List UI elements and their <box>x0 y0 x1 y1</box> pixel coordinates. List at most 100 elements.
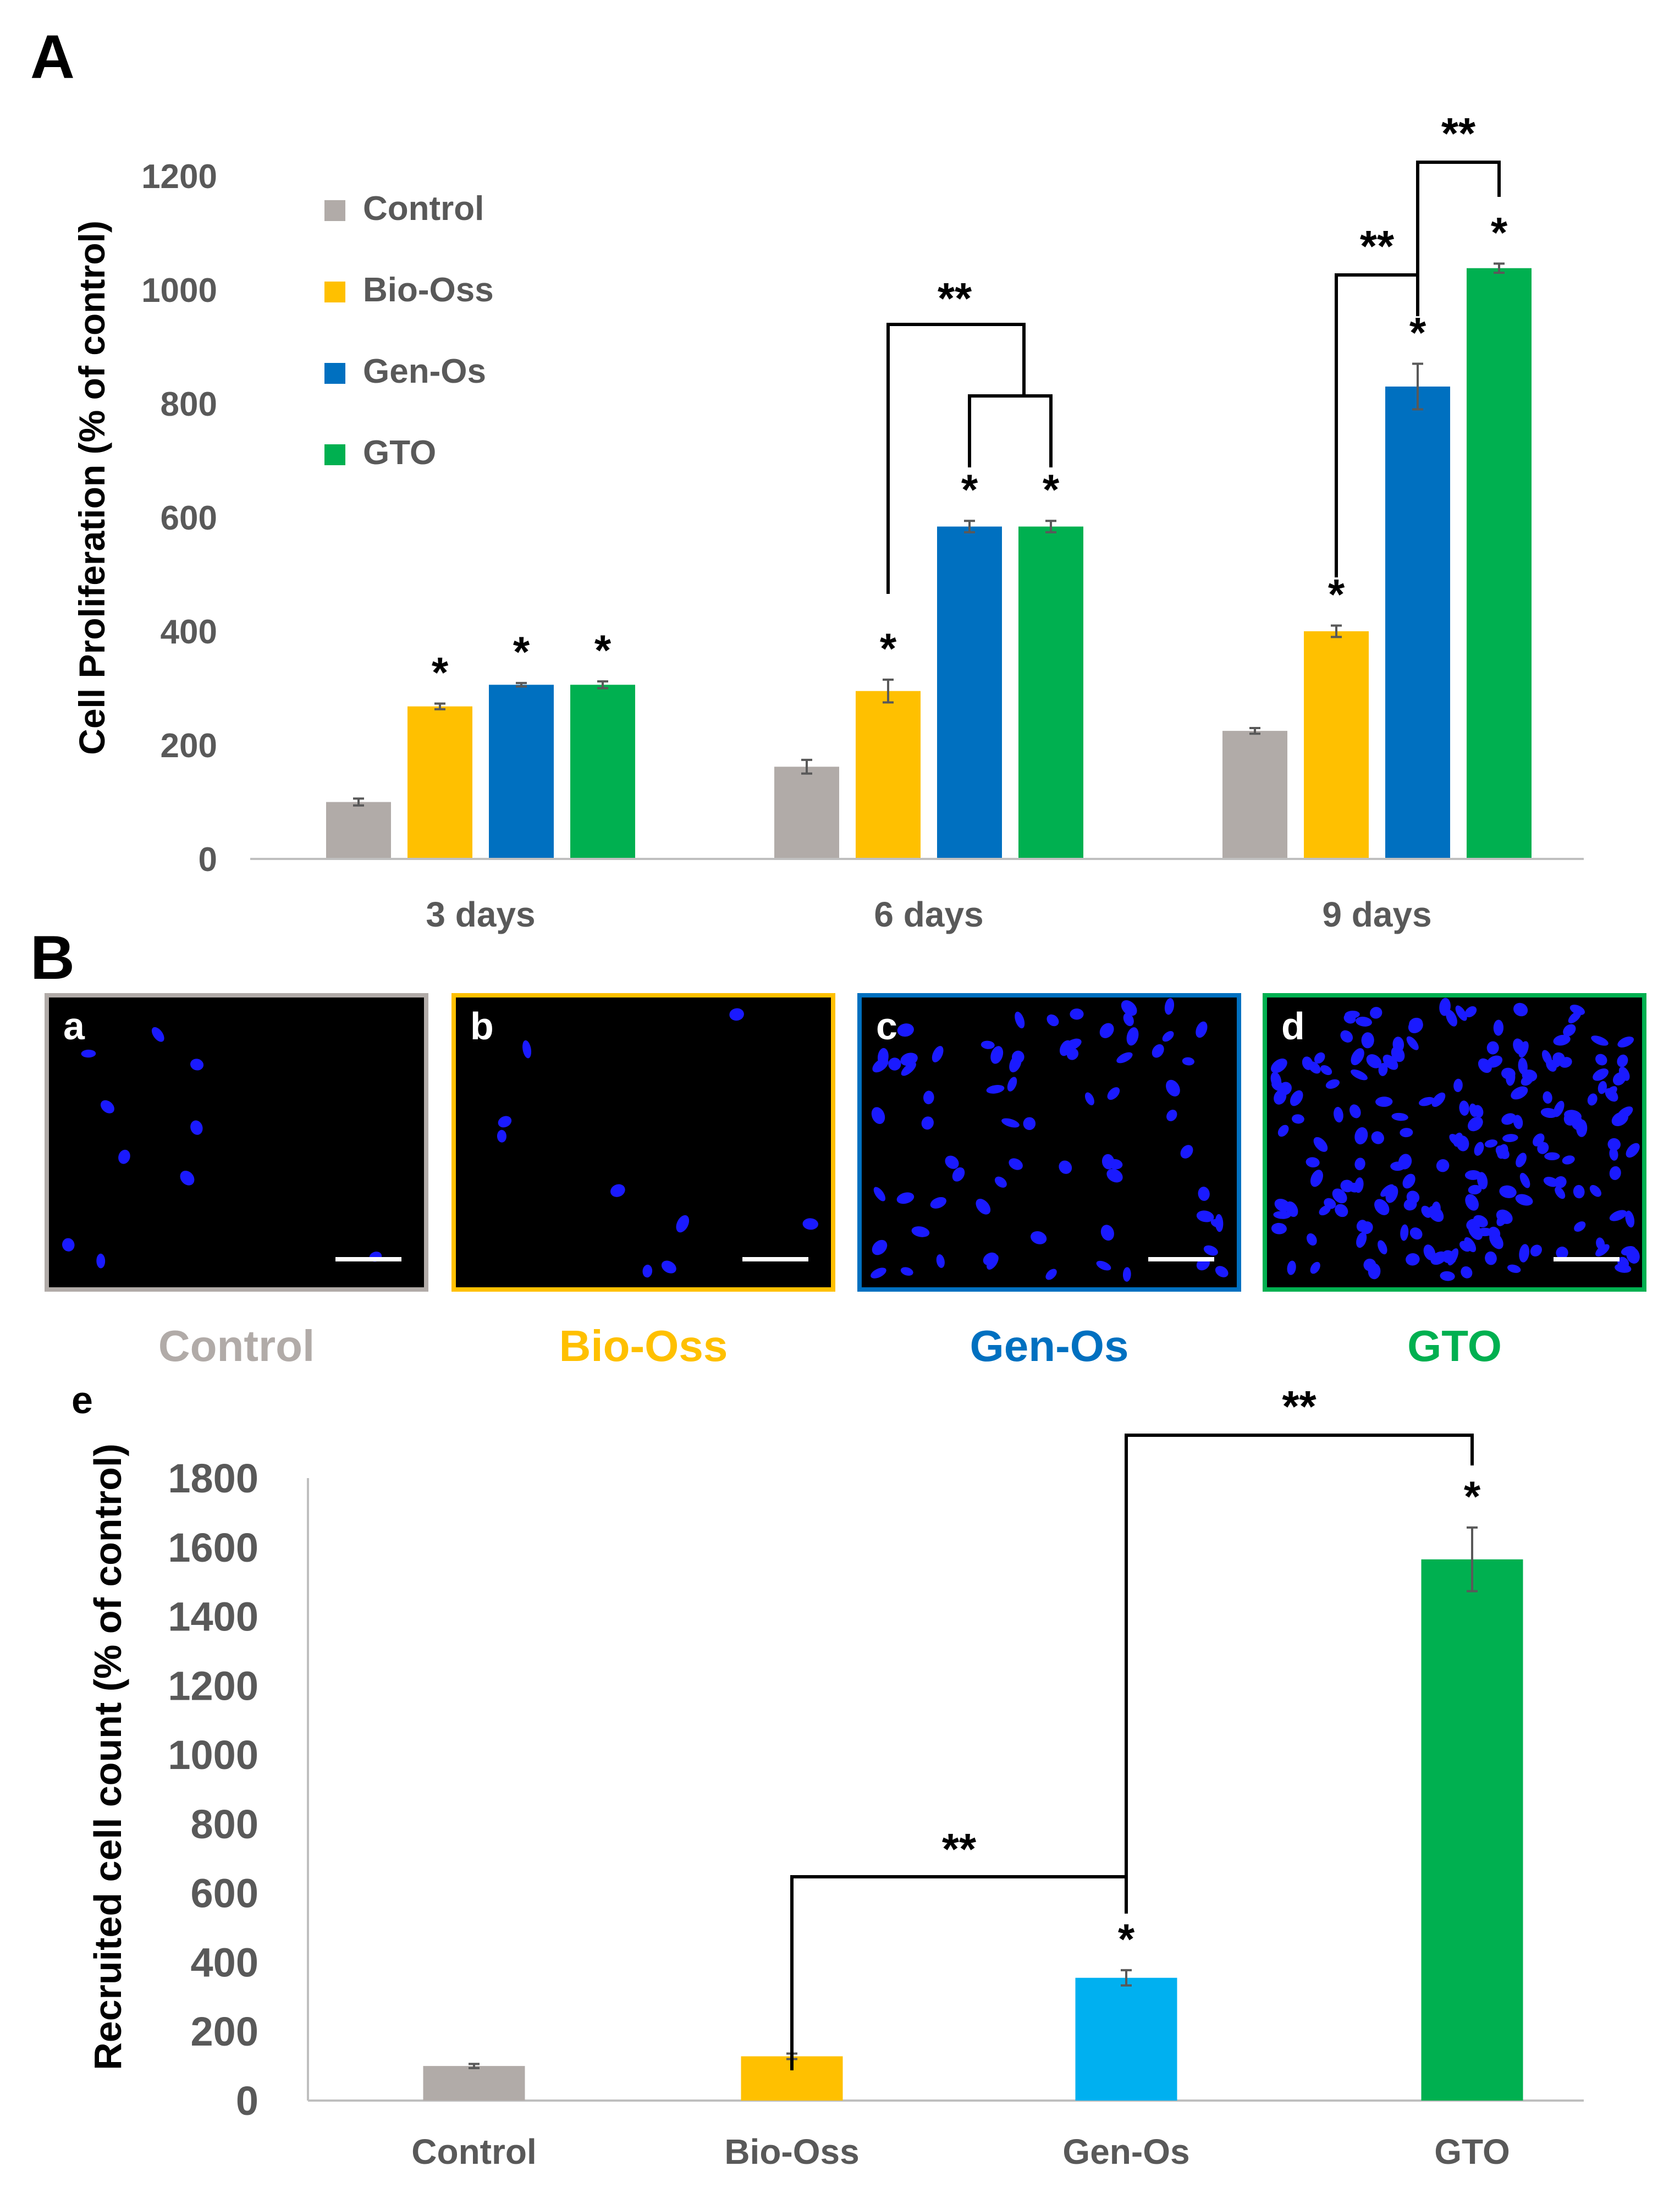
cell-nucleus <box>1618 1066 1630 1081</box>
cell-nucleus <box>1084 1092 1094 1106</box>
recruitment-y-tick: 0 <box>236 2078 258 2124</box>
legend-swatch-gen-os <box>324 363 345 384</box>
x-tick-gto: GTO <box>1434 2132 1510 2172</box>
bar-gen-os-3-days <box>489 685 554 859</box>
cell-nucleus <box>1455 1005 1467 1021</box>
cell-nucleus <box>1464 1006 1477 1018</box>
micrograph-letter-a: a <box>63 1005 85 1048</box>
proliferation-y-tick: 1200 <box>141 158 217 196</box>
cell-nucleus <box>610 1184 625 1197</box>
cell-nucleus <box>1617 1037 1634 1048</box>
bracket-6d-biooss-pair <box>886 323 1026 594</box>
nuclei-c <box>871 997 1229 1282</box>
cell-nucleus <box>1031 1231 1047 1244</box>
panel-label-b: B <box>30 923 75 992</box>
cell-nucleus <box>1310 1261 1320 1274</box>
cell-nucleus <box>986 1085 1005 1094</box>
cell-nucleus <box>676 1215 690 1233</box>
cell-nucleus <box>1064 1038 1082 1050</box>
cell-nucleus <box>1513 1038 1525 1055</box>
micrograph-letter-b: b <box>470 1005 494 1048</box>
recruitment-y-tick: 1000 <box>168 1732 258 1778</box>
cell-nucleus <box>180 1170 195 1186</box>
cell-nucleus <box>1400 1224 1409 1241</box>
proliferation-y-axis-label: Cell Proliferation (% of control) <box>71 221 112 755</box>
recruitment-y-tick: 800 <box>191 1801 258 1847</box>
significance-star: * <box>1491 208 1508 256</box>
cell-nucleus <box>1563 1111 1577 1126</box>
micrograph-frame-c <box>857 993 1241 1292</box>
cell-nucleus <box>498 1116 512 1128</box>
cell-nucleus <box>900 1267 913 1276</box>
cell-nucleus <box>1351 1069 1368 1081</box>
cell-nucleus <box>1166 1079 1180 1096</box>
significance-star: * <box>1043 465 1060 514</box>
cell-nucleus <box>1477 1172 1488 1189</box>
bar-gen-os-9-days <box>1385 386 1450 859</box>
significance-star: * <box>1464 1472 1481 1520</box>
cell-nucleus <box>871 1267 886 1278</box>
cell-nucleus <box>1519 1244 1530 1263</box>
cell-nucleus <box>1499 1185 1517 1198</box>
cell-nucleus <box>1320 1065 1332 1076</box>
cell-nucleus <box>1370 1007 1382 1019</box>
cell-nucleus <box>1274 1089 1287 1105</box>
x-tick-bio-oss: Bio-Oss <box>724 2132 859 2172</box>
cell-nucleus <box>1354 1127 1368 1145</box>
recruitment-bars <box>423 1559 1523 2101</box>
legend-item-gen-os: Gen-Os <box>324 352 486 390</box>
proliferation-stars: * ******** <box>432 208 1508 696</box>
cell-nucleus <box>1390 1161 1406 1171</box>
cell-nucleus <box>96 1253 106 1269</box>
cell-nucleus <box>1306 1157 1320 1167</box>
cell-nucleus <box>522 1040 532 1059</box>
cell-nucleus <box>1447 1248 1459 1266</box>
cell-nucleus <box>871 1107 885 1124</box>
error-bar-gen-os-2 <box>1412 362 1423 411</box>
cell-nucleus <box>1334 1106 1343 1123</box>
cell-nucleus <box>1485 1251 1497 1265</box>
error-bar-gto-1 <box>1045 520 1056 533</box>
cell-nucleus <box>1009 1055 1022 1073</box>
proliferation-error-bars <box>353 262 1505 807</box>
cell-nucleus <box>897 1023 914 1037</box>
cell-nucleus <box>1555 1186 1566 1199</box>
cell-nucleus <box>1461 1266 1473 1278</box>
cell-nucleus <box>1468 1116 1483 1132</box>
error-bar-gto-2 <box>1494 262 1505 274</box>
micrograph-b: b Bio-Oss <box>451 993 835 1370</box>
cell-nucleus <box>1474 1142 1484 1156</box>
cell-nucleus <box>1203 1245 1218 1256</box>
cell-nucleus <box>1587 1093 1598 1106</box>
cell-nucleus <box>1530 1244 1542 1256</box>
x-tick-9-days: 9 days <box>1322 895 1431 934</box>
cell-nucleus <box>1166 1110 1177 1121</box>
error-bar-gto-0 <box>597 680 608 690</box>
cell-nucleus <box>729 1008 744 1021</box>
cell-nucleus <box>1493 1019 1504 1036</box>
legend-item-bio-oss: Bio-Oss <box>324 271 494 309</box>
cell-nucleus <box>1563 1024 1576 1037</box>
cell-nucleus <box>1045 1269 1057 1280</box>
significance-star: * <box>880 624 897 673</box>
cell-nucleus <box>1198 1187 1210 1201</box>
cell-nucleus <box>1626 1143 1640 1158</box>
recruitment-x-ticks: Control Bio-Oss Gen-Os GTO <box>411 2132 1510 2172</box>
bar-bio-oss-6-days <box>856 691 921 859</box>
cell-nucleus <box>1277 1125 1289 1137</box>
panel-label-e: e <box>71 1379 93 1421</box>
significance-star: * <box>1409 308 1426 357</box>
cell-nucleus <box>1007 1077 1017 1092</box>
bar-gen-os <box>1075 1977 1177 2101</box>
legend-item-control: Control <box>324 190 484 228</box>
cell-nucleus <box>1486 1041 1499 1055</box>
cell-nucleus <box>1489 1232 1503 1249</box>
proliferation-significance-brackets: ****** <box>886 109 1501 594</box>
error-bar-bio-oss-0 <box>434 702 445 710</box>
cell-nucleus <box>1544 1152 1560 1161</box>
cell-nucleus <box>62 1238 75 1252</box>
significance-star: * <box>513 627 530 676</box>
cell-nucleus <box>1023 1117 1036 1131</box>
cell-nucleus <box>642 1264 653 1278</box>
bar-control <box>423 2066 525 2101</box>
